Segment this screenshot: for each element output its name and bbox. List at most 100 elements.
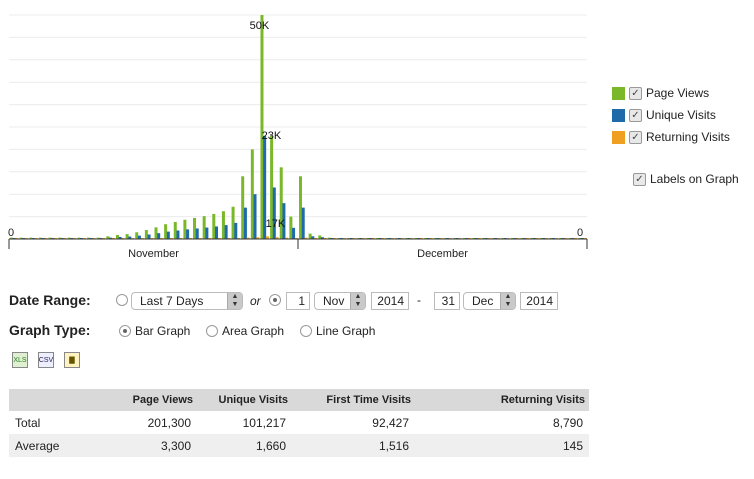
bar-page-views [19, 237, 23, 239]
table-header: First Time Visits [292, 389, 415, 411]
to-day-input[interactable]: 31 [434, 292, 460, 310]
x-tick-label-december: December [417, 248, 468, 260]
bar-page-views [48, 237, 52, 239]
graph-type-label: Graph Type: [9, 322, 91, 338]
or-text: or [250, 294, 261, 308]
area-graph-option[interactable]: Area Graph [206, 324, 284, 338]
bar-page-views [135, 232, 139, 239]
bar-page-views [327, 237, 331, 239]
bar-unique-visits [224, 225, 228, 239]
data-label-unique-peak: 23K [262, 130, 282, 142]
custom-radio-wrap [269, 294, 281, 306]
legend-item-unique-visits[interactable]: ✓ Unique Visits [612, 104, 739, 126]
preset-select[interactable]: Last 7 Days ▲ ▼ [131, 292, 243, 310]
table-header: Unique Visits [197, 389, 292, 411]
table-row: Total 201,300 101,217 92,427 8,790 [9, 411, 589, 434]
area-graph-label: Area Graph [222, 324, 285, 338]
to-day-wrap: 31 [434, 292, 460, 310]
bar-returning-visits [275, 237, 279, 239]
checkbox-page-views[interactable]: ✓ [629, 86, 642, 100]
to-year-input[interactable]: 2014 [520, 292, 558, 310]
checkbox-returning-visits[interactable]: ✓ [629, 130, 642, 144]
line-graph-radio[interactable] [300, 325, 312, 337]
table-cell: 8,790 [552, 415, 583, 430]
bar-returning-visits [304, 237, 308, 239]
bar-unique-visits [157, 233, 161, 239]
y-zero-label-left: 0 [8, 227, 14, 239]
bar-page-views [270, 135, 274, 239]
dash-wrap: - [417, 293, 421, 307]
bar-page-views [202, 216, 206, 239]
custom-range-radio[interactable] [269, 294, 281, 306]
data-label-peak: 50K [250, 20, 270, 32]
bar-page-views [279, 167, 283, 239]
table-cell: 1,660 [197, 434, 292, 457]
labels-on-graph-option[interactable]: ✓ Labels on Graph [612, 168, 739, 190]
bar-page-views [221, 211, 225, 239]
bar-unique-visits [215, 226, 218, 239]
from-year-input[interactable]: 2014 [371, 292, 409, 310]
preset-radio-wrap [116, 294, 128, 306]
from-month-value: Nov [323, 294, 345, 308]
legend-item-page-views[interactable]: ✓ Page Views [612, 82, 739, 104]
bar-page-views [58, 237, 62, 239]
bar-page-views [67, 237, 71, 239]
bar-page-views [260, 15, 264, 239]
bar-page-views [29, 237, 33, 239]
table-header-row: Page Views Unique Visits First Time Visi… [9, 389, 589, 411]
bar-graph-label: Bar Graph [135, 324, 191, 338]
legend-swatch [612, 86, 625, 100]
legend-item-returning-visits[interactable]: ✓ Returning Visits [612, 126, 739, 148]
table-cell: 101,217 [242, 415, 286, 430]
line-graph-option[interactable]: Line Graph [300, 324, 375, 338]
bar-unique-visits [301, 207, 305, 239]
bar-unique-visits [186, 229, 190, 239]
area-graph-radio[interactable] [206, 325, 218, 337]
checkbox-labels-on-graph[interactable]: ✓ [633, 172, 646, 186]
bar-unique-visits [253, 194, 257, 239]
export-icons: XLS CSV ▇ [12, 352, 80, 368]
bar-page-views [115, 234, 119, 239]
bar-graph-radio[interactable] [119, 325, 131, 337]
bar-unique-visits [282, 203, 286, 239]
table-header: Returning Visits [415, 389, 589, 411]
bar-page-views [164, 224, 168, 239]
table-header [9, 389, 107, 411]
bar-unique-visits [128, 236, 132, 239]
bar-page-views [38, 237, 42, 239]
bar-unique-visits [118, 236, 122, 239]
bar-page-views [77, 237, 81, 239]
bar-page-views [308, 233, 312, 239]
bar-unique-visits [109, 237, 113, 239]
bar-unique-visits [195, 228, 199, 239]
bar-unique-visits [292, 227, 296, 239]
from-month-wrap: Nov ▲ ▼ [314, 292, 366, 310]
bar-page-views [250, 149, 254, 239]
bar-page-views [241, 176, 245, 239]
bar-unique-visits [263, 135, 267, 239]
bar-page-views [193, 217, 197, 239]
bar-page-views [125, 234, 129, 239]
excel-export-icon[interactable]: XLS [12, 352, 28, 368]
from-day-input[interactable]: 1 [286, 292, 310, 310]
x-tick-label-november: November [128, 248, 179, 260]
visits-bar-chart: November December 0 0 50K 23K 17K [8, 14, 588, 260]
from-month-select[interactable]: Nov ▲ ▼ [314, 292, 366, 310]
table-cell: 92,427 [372, 415, 409, 430]
bar-unique-visits [311, 236, 315, 239]
bar-returning-visits [265, 236, 269, 239]
bar-unique-visits [147, 234, 151, 239]
chart-legend: ✓ Page Views ✓ Unique Visits ✓ Returning… [612, 82, 739, 190]
csv-export-icon[interactable]: CSV [38, 352, 54, 368]
bar-returning-visits [256, 237, 260, 239]
range-dash: - [417, 293, 421, 307]
preset-radio[interactable] [116, 294, 128, 306]
from-day-wrap: 1 [286, 292, 310, 310]
bar-page-views [212, 213, 216, 239]
bar-page-views [318, 235, 322, 239]
y-zero-label-right: 0 [577, 227, 583, 239]
chart-export-icon[interactable]: ▇ [64, 352, 80, 368]
to-month-select[interactable]: Dec ▲ ▼ [463, 292, 516, 310]
checkbox-unique-visits[interactable]: ✓ [629, 108, 642, 122]
bar-graph-option[interactable]: Bar Graph [119, 324, 190, 338]
